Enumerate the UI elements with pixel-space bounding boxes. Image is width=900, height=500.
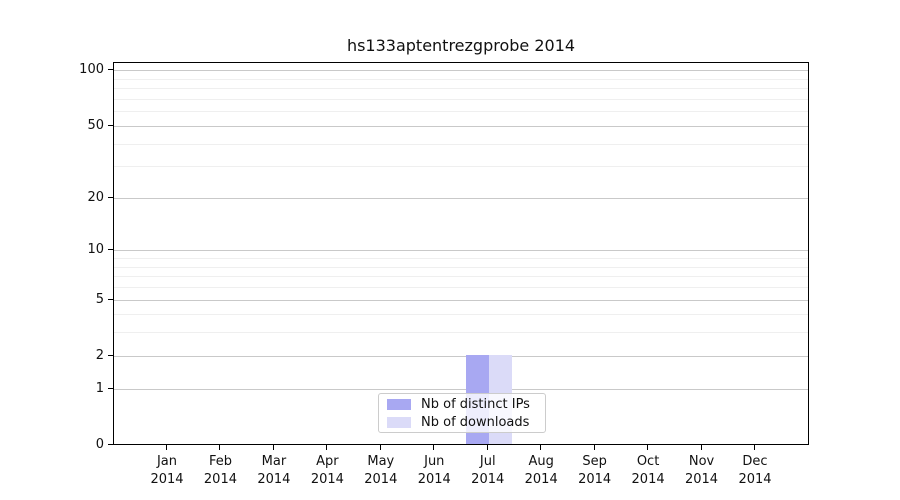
x-tick-month: Oct xyxy=(636,454,660,469)
x-tick-month: Sep xyxy=(582,454,607,469)
gridline-minor xyxy=(114,276,808,278)
legend-label: Nb of distinct IPs xyxy=(421,396,530,412)
x-tick-mark xyxy=(700,445,702,450)
gridline-major xyxy=(114,197,808,199)
x-tick-mark xyxy=(593,445,595,450)
y-tick-label: 50 xyxy=(87,117,104,133)
gridline-minor xyxy=(114,88,808,90)
x-tick-year: 2014 xyxy=(203,472,237,487)
x-tick-label: Feb 2014 xyxy=(188,453,252,489)
chart-title: hs133aptentrezgprobe 2014 xyxy=(346,36,576,55)
x-tick-month: Jan xyxy=(156,454,178,469)
x-tick-mark xyxy=(272,445,274,450)
y-tick-mark xyxy=(108,387,113,389)
gridline-minor xyxy=(114,166,808,168)
x-tick-mark xyxy=(166,445,167,450)
legend-item: Nb of distinct IPs xyxy=(387,397,537,412)
gridline-major xyxy=(114,250,808,252)
x-tick-label: Jul 2014 xyxy=(456,453,520,489)
y-tick-mark xyxy=(108,298,113,300)
x-tick-month: Jul xyxy=(479,454,496,469)
gridline-minor xyxy=(114,111,808,113)
gridline-minor xyxy=(114,143,808,145)
y-tick-label: 2 xyxy=(95,347,104,363)
legend-swatch-nb-of-distinct-ips xyxy=(387,398,411,410)
x-tick-year: 2014 xyxy=(524,472,558,487)
x-tick-month: Aug xyxy=(528,454,554,469)
y-tick-mark xyxy=(108,124,113,126)
x-tick-year: 2014 xyxy=(417,472,451,487)
y-tick-label: 100 xyxy=(79,62,104,78)
x-tick-label: Mar 2014 xyxy=(242,453,306,489)
legend-label: Nb of downloads xyxy=(421,414,530,430)
gridline-minor xyxy=(114,258,808,260)
y-tick-mark xyxy=(108,249,113,251)
gridline-major xyxy=(114,388,808,390)
gridline-minor xyxy=(114,287,808,289)
y-tick-mark xyxy=(108,444,113,445)
x-tick-mark xyxy=(326,445,328,450)
y-tick-label: 5 xyxy=(95,291,104,307)
x-tick-label: Sep 2014 xyxy=(563,453,627,489)
x-tick-month: Dec xyxy=(742,454,768,469)
gridline-minor xyxy=(114,98,808,100)
x-tick-mark xyxy=(433,445,435,450)
y-tick-label: 20 xyxy=(87,189,104,205)
x-tick-year: 2014 xyxy=(150,472,184,487)
x-tick-month: May xyxy=(367,454,395,469)
x-tick-mark xyxy=(754,445,755,450)
x-tick-mark xyxy=(486,445,488,450)
gridline-major xyxy=(114,70,808,72)
x-tick-year: 2014 xyxy=(364,472,398,487)
gridline-minor xyxy=(114,78,808,80)
legend-swatch-nb-of-downloads xyxy=(387,416,411,428)
gridline-minor xyxy=(114,332,808,334)
y-tick-label: 10 xyxy=(87,242,104,258)
x-tick-label: Jan 2014 xyxy=(135,453,199,489)
legend: Nb of distinct IPs Nb of downloads xyxy=(378,393,546,433)
x-tick-label: Dec 2014 xyxy=(723,453,787,489)
y-tick-mark xyxy=(108,196,113,198)
gridline-minor xyxy=(114,314,808,316)
x-tick-label: Aug 2014 xyxy=(509,453,573,489)
x-tick-year: 2014 xyxy=(684,472,719,487)
x-tick-year: 2014 xyxy=(738,472,772,487)
x-tick-year: 2014 xyxy=(257,472,291,487)
y-tick-label: 1 xyxy=(95,380,104,396)
x-tick-mark xyxy=(540,445,542,450)
x-tick-label: May 2014 xyxy=(349,453,413,489)
x-tick-year: 2014 xyxy=(471,472,505,487)
y-tick-mark xyxy=(108,354,113,356)
x-tick-mark xyxy=(379,445,381,450)
x-tick-month: Feb xyxy=(208,454,232,469)
y-tick-label: 0 xyxy=(95,437,104,452)
x-tick-label: Apr 2014 xyxy=(295,453,359,489)
x-tick-month: Nov xyxy=(688,454,715,469)
x-tick-month: Mar xyxy=(261,454,287,469)
x-tick-month: Apr xyxy=(316,454,339,469)
legend-item: Nb of downloads xyxy=(387,415,537,430)
x-tick-year: 2014 xyxy=(578,472,612,487)
gridline-minor xyxy=(114,266,808,268)
x-tick-mark xyxy=(647,445,649,450)
x-tick-mark xyxy=(219,445,221,450)
x-tick-year: 2014 xyxy=(310,472,344,487)
gridline-major xyxy=(114,355,808,357)
x-tick-label: Oct 2014 xyxy=(616,453,680,489)
x-tick-year: 2014 xyxy=(631,472,665,487)
y-tick-mark xyxy=(108,69,113,71)
x-tick-label: Jun 2014 xyxy=(402,453,466,489)
x-tick-month: Jun xyxy=(424,454,445,469)
gridline-major xyxy=(114,299,808,301)
x-tick-label: Nov 2014 xyxy=(670,453,734,489)
plot-area xyxy=(113,62,809,445)
gridline-major xyxy=(114,125,808,127)
